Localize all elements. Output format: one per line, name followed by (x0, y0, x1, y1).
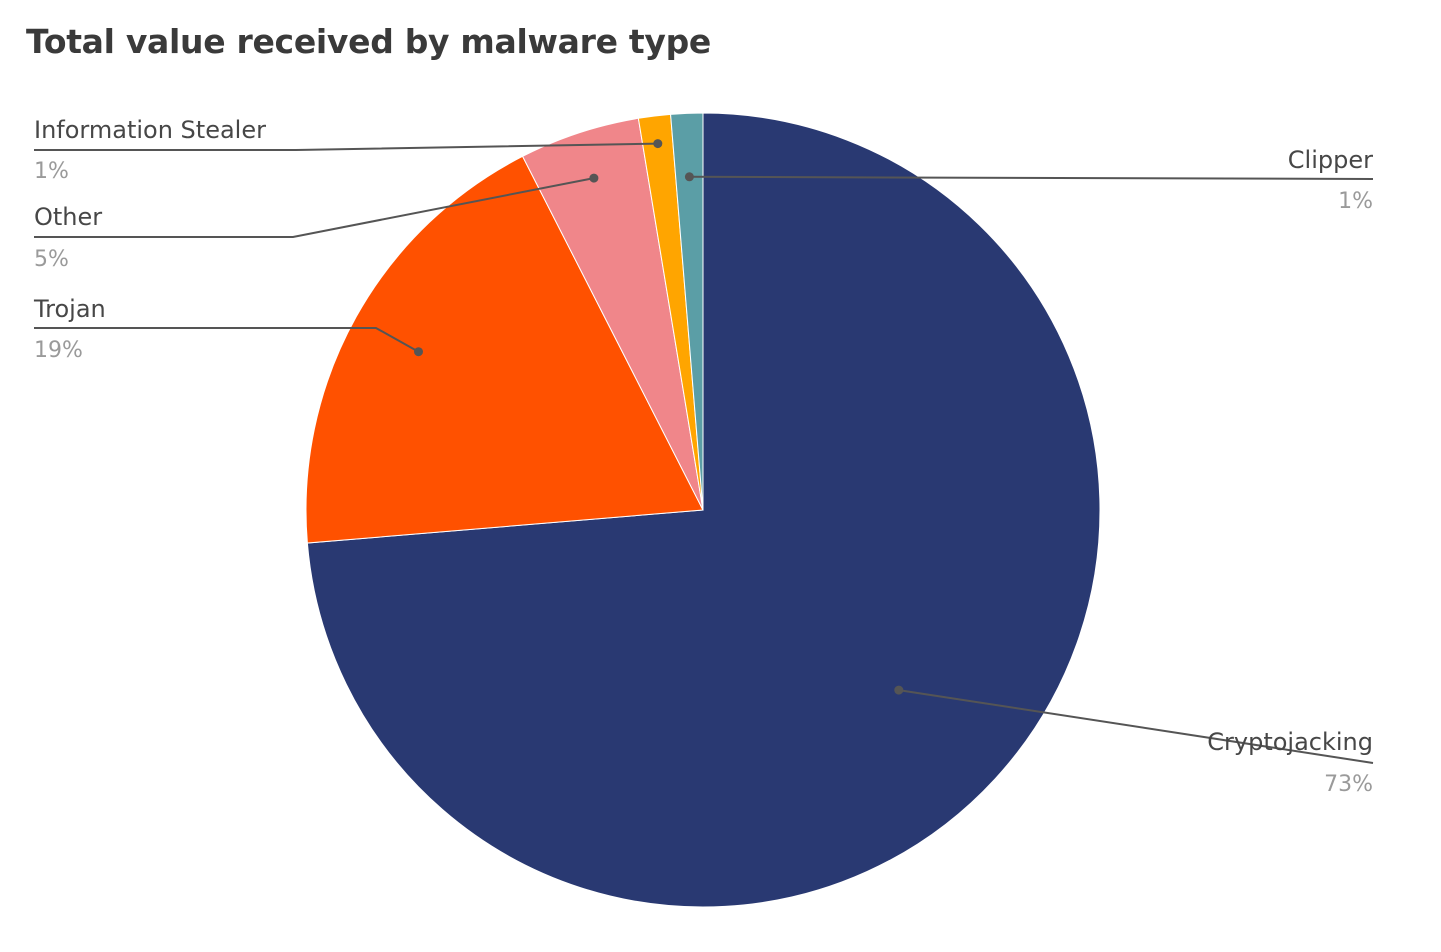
leader-line-information-stealer (34, 142, 658, 151)
pie-slice-cryptojacking (306, 112, 1101, 908)
pie-slice-trojan (305, 155, 704, 544)
pie-slices (305, 112, 1101, 908)
slice-label-cryptojacking: Cryptojacking (1207, 728, 1373, 756)
slice-percent-cryptojacking: 73% (1324, 772, 1373, 797)
leader-line-trojan (34, 327, 419, 353)
slice-percent-clipper: 1% (1338, 189, 1373, 214)
slice-percent-other: 5% (34, 247, 69, 272)
leader-dot-other (589, 173, 599, 183)
leader-dot-information-stealer (653, 139, 663, 149)
slice-label-clipper: Clipper (1288, 146, 1373, 174)
pie-slice-clipper (670, 112, 704, 511)
leader-line-cryptojacking (898, 689, 1374, 764)
leader-dot-cryptojacking (894, 685, 904, 695)
slice-label-other: Other (34, 203, 102, 231)
leader-line-clipper (689, 175, 1374, 180)
pie-labels: Cryptojacking 73% Trojan 19% Other 5% Informat… (33, 116, 1374, 797)
slice-percent-information-stealer: 1% (34, 159, 69, 184)
slice-percent-trojan: 19% (34, 338, 83, 363)
leader-dot-trojan (414, 347, 423, 357)
slice-label-trojan: Trojan (33, 295, 106, 323)
leader-line-other (34, 177, 595, 238)
leader-dot-clipper (684, 172, 694, 182)
slice-label-information-stealer: Information Stealer (34, 116, 266, 144)
chart-title: Total value received by malware type (26, 22, 711, 61)
